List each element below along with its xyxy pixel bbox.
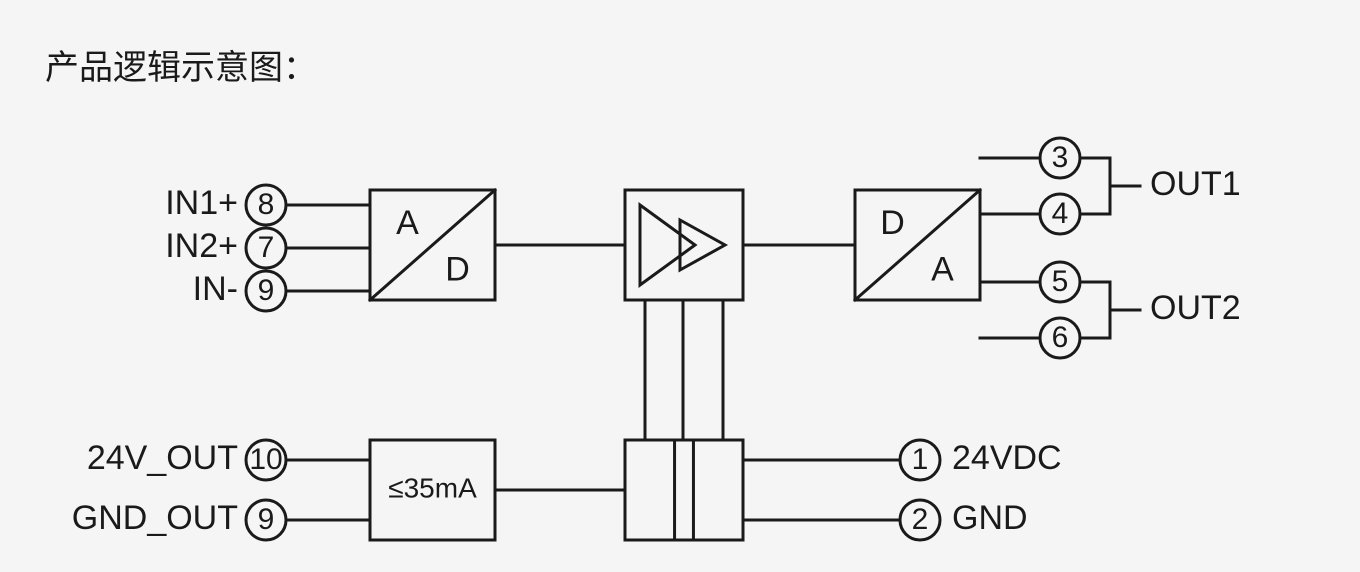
current-limit-text: ≤35mA — [388, 472, 477, 503]
svg-text:6: 6 — [1052, 321, 1069, 354]
ad-letter-d: D — [445, 250, 470, 288]
svg-text:9: 9 — [258, 503, 275, 536]
svg-text:2: 2 — [912, 503, 929, 536]
da-letter-d: D — [880, 204, 905, 242]
right-power-label-1: GND — [952, 499, 1028, 537]
diagram-title: 产品逻辑示意图： — [45, 49, 317, 87]
svg-text:5: 5 — [1052, 265, 1069, 298]
svg-text:1: 1 — [912, 443, 929, 476]
out2-label: OUT2 — [1150, 289, 1241, 327]
input-label-0: IN1+ — [165, 184, 238, 222]
left-power-label-1: GND_OUT — [72, 499, 238, 537]
svg-text:9: 9 — [258, 274, 275, 307]
out1-label: OUT1 — [1150, 165, 1241, 203]
right-power-label-0: 24VDC — [952, 439, 1062, 477]
svg-text:8: 8 — [258, 188, 275, 221]
da-letter-a: A — [931, 250, 954, 288]
svg-text:4: 4 — [1052, 197, 1069, 230]
svg-text:3: 3 — [1052, 141, 1069, 174]
ad-letter-a: A — [396, 204, 419, 242]
input-label-2: IN- — [193, 270, 238, 308]
input-label-1: IN2+ — [165, 227, 238, 265]
svg-text:10: 10 — [249, 443, 282, 476]
logic-diagram: 产品逻辑示意图：ADDA≤35mAIN1+8IN2+7IN-924V_OUT10… — [0, 0, 1360, 572]
left-power-label-0: 24V_OUT — [87, 439, 238, 477]
svg-text:7: 7 — [258, 231, 275, 264]
left-power-pin-10: 10 — [246, 440, 286, 480]
